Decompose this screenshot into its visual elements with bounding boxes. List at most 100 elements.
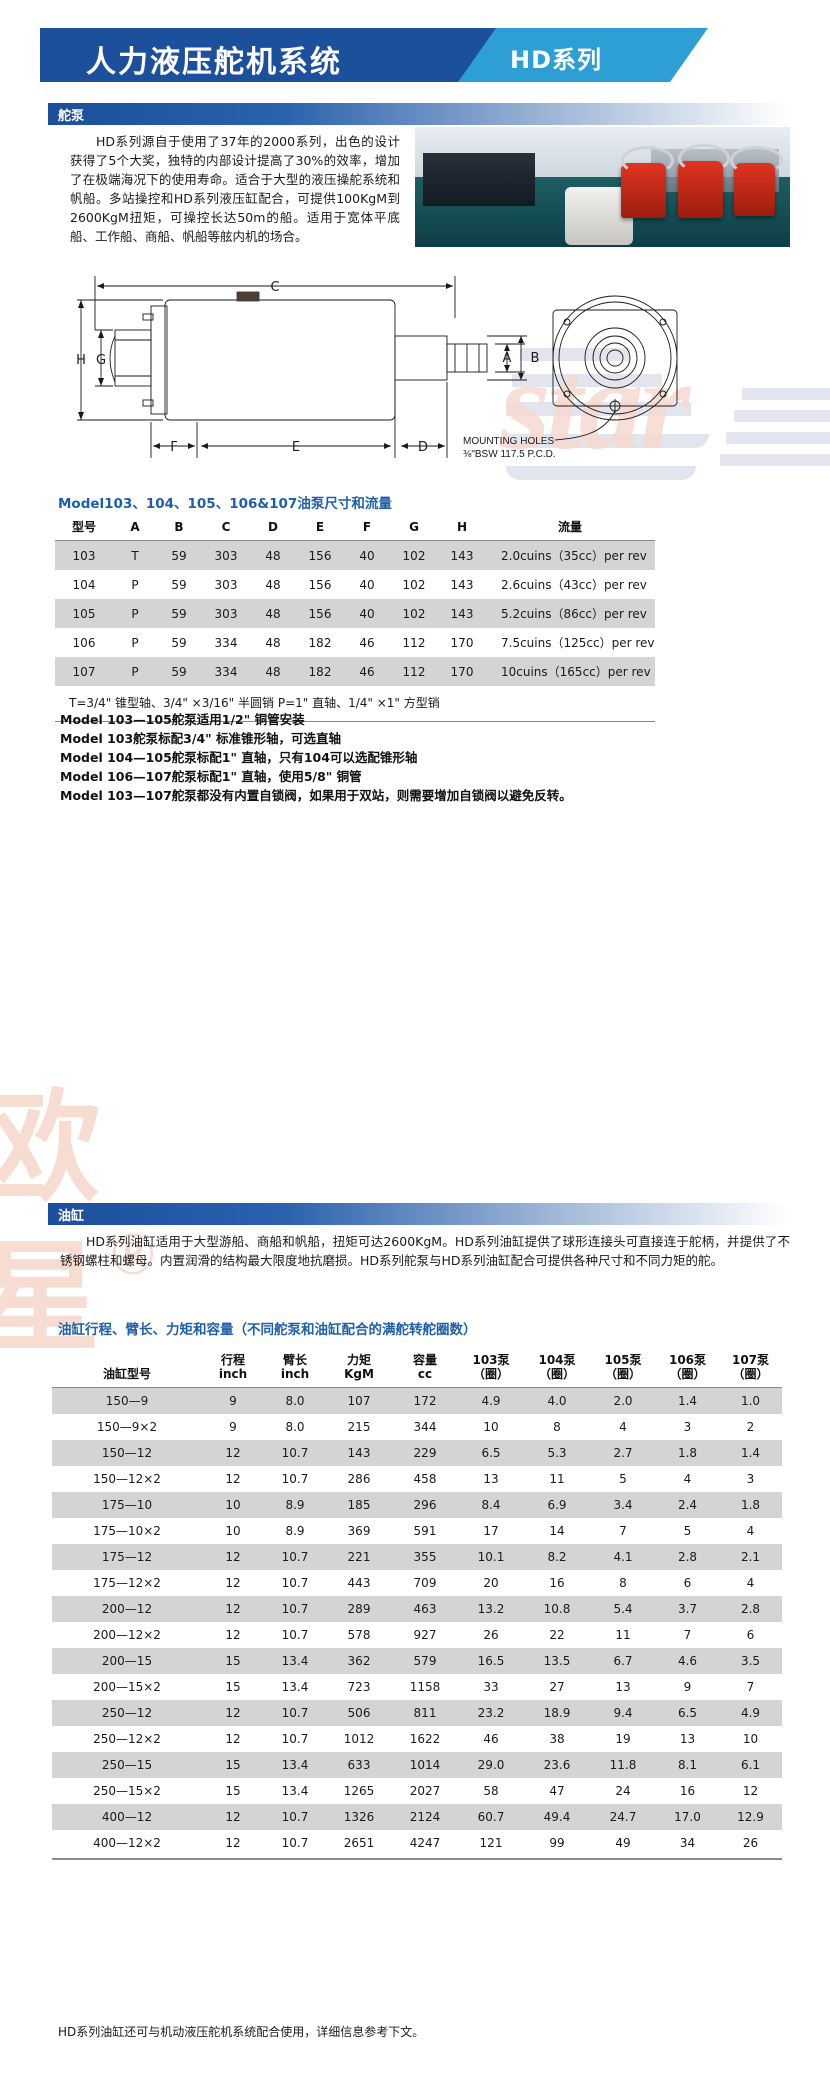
cell: 633 <box>326 1752 392 1778</box>
section-bar-cylinder-label: 油缸 <box>58 1209 85 1224</box>
col-header-0: 型号 <box>55 515 113 541</box>
table-row: 175—12×2 12 10.7 443 709 20 16 8 6 4 <box>52 1570 782 1596</box>
cell: 303 <box>201 599 251 628</box>
cell: 8.9 <box>285 1524 305 1538</box>
col-header-3: C <box>201 515 251 541</box>
cell: 4247 <box>409 1836 441 1850</box>
cell: 59 <box>171 635 187 650</box>
cell: 334 <box>214 635 238 650</box>
table-header-row: 油缸型号 行程 inch 臂长 inch 力矩 KgM 容量 cc 103泵 （圈） 104泵 （圈） 1… <box>52 1348 782 1388</box>
table-row: 107 P 59 334 48 182 46 112 170 10cuins（165cc）per … <box>55 657 655 686</box>
cell: 175—10 <box>52 1492 202 1518</box>
cell: 40 <box>345 599 389 628</box>
cell: 13 <box>483 1472 499 1486</box>
col-header-2: B <box>157 515 201 541</box>
col-header-line2: （圈） <box>604 1367 641 1381</box>
table-legend-row: T=3/4" 锥型轴、3/4" ×3/16" 半圆销 P=1" 直轴、1/4" … <box>55 686 655 722</box>
cell: 33 <box>483 1680 499 1694</box>
cell: 175—12 <box>52 1544 202 1570</box>
cell: 14 <box>549 1524 565 1538</box>
photo-hoop-3 <box>730 146 783 175</box>
cell: 303 <box>201 540 251 570</box>
table-row: 200—12×2 12 10.7 578 927 26 22 11 7 6 <box>52 1622 782 1648</box>
cell: 143 <box>450 577 474 592</box>
cell: 6.5 <box>458 1440 524 1466</box>
cell: 102 <box>402 577 426 592</box>
cell: 143 <box>326 1440 392 1466</box>
cell: 48 <box>251 599 295 628</box>
cell: 400—12×2 <box>93 1836 161 1850</box>
cell: 13.4 <box>264 1648 326 1674</box>
cell: 10 <box>225 1524 241 1538</box>
cell: 15 <box>202 1752 264 1778</box>
table-row: 175—10 10 8.9 185 296 8.4 6.9 3.4 2.4 1.8 <box>52 1492 782 1518</box>
cell: 927 <box>413 1628 437 1642</box>
col-header-7: G <box>389 515 439 541</box>
col-header-1: A <box>113 515 157 541</box>
cell: 200—12×2 <box>93 1628 161 1642</box>
cell: 4.6 <box>656 1648 719 1674</box>
col-header-line2: （圈） <box>732 1367 769 1381</box>
cell: 1158 <box>409 1680 441 1694</box>
cell: 13.5 <box>524 1648 590 1674</box>
cell: 143 <box>439 540 485 570</box>
col-header-1: 行程 inch <box>202 1348 264 1388</box>
cell: 46 <box>483 1732 499 1746</box>
cell: 1.4 <box>656 1387 719 1414</box>
cell: 106 <box>72 635 96 650</box>
cell: 1.8 <box>656 1440 719 1466</box>
cell: 15 <box>202 1648 264 1674</box>
cell: 170 <box>450 635 474 650</box>
col-header-3: 力矩 KgM <box>326 1348 392 1388</box>
cell: 6 <box>746 1628 755 1642</box>
pump-note-3: Model 106—107舵泵标配1" 直轴，使用5/8" 铜管 <box>60 769 362 784</box>
cell: 229 <box>392 1440 458 1466</box>
cell: 355 <box>392 1544 458 1570</box>
cell: 1.4 <box>719 1440 782 1466</box>
table-row: 200—15 15 13.4 362 579 16.5 13.5 6.7 4.6 3.5 <box>52 1648 782 1674</box>
cell: 9 <box>683 1680 692 1694</box>
cell: 1.0 <box>719 1387 782 1414</box>
cell: 10.7 <box>264 1804 326 1830</box>
table-row: 250—15×2 15 13.4 1265 2027 58 47 24 16 12 <box>52 1778 782 1804</box>
cell: 811 <box>392 1700 458 1726</box>
cell: 9 <box>202 1387 264 1414</box>
cell: 4.9 <box>458 1387 524 1414</box>
cell: 5.3 <box>524 1440 590 1466</box>
table-row: 200—15×2 15 13.4 723 1158 33 27 13 9 7 <box>52 1674 782 1700</box>
cell: 10.7 <box>281 1836 309 1850</box>
cell: 4.9 <box>719 1700 782 1726</box>
cell: 6.5 <box>656 1700 719 1726</box>
cell: 4.1 <box>590 1544 656 1570</box>
table-row: 150—9 9 8.0 107 172 4.9 4.0 2.0 1.4 1.0 <box>52 1387 782 1414</box>
cell: 1622 <box>409 1732 441 1746</box>
cell: 362 <box>326 1648 392 1674</box>
cell: 112 <box>389 657 439 686</box>
cell: 12 <box>202 1700 264 1726</box>
cell: 182 <box>308 635 332 650</box>
page-header-banner: 人力液压舵机系统 HD系列 <box>40 28 788 82</box>
pump-note-4: Model 103—107舵泵都没有内置自锁阀，如果用于双站，则需要增加自锁阀以… <box>60 788 572 803</box>
cell: 40 <box>345 540 389 570</box>
cell: 344 <box>413 1420 437 1434</box>
col-header-line2: KgM <box>344 1367 374 1381</box>
cell: 10.7 <box>281 1628 309 1642</box>
cell: 10 <box>202 1492 264 1518</box>
cell: 4.0 <box>524 1387 590 1414</box>
cell: 578 <box>347 1628 371 1642</box>
pump-dimension-table: 型号 A B C D E F G H 流量 103 T 59 303 48 156 40 102 143 2.0cu… <box>55 515 655 722</box>
cell: 19 <box>615 1732 631 1746</box>
cell: 26 <box>742 1836 759 1850</box>
cell: 1.8 <box>719 1492 782 1518</box>
section-bar-pump-label: 舵泵 <box>58 109 85 124</box>
cylinder-description: HD系列油缸适用于大型游船、商船和帆船，扭矩可达2600KgM。HD系列油缸提供… <box>60 1234 790 1268</box>
cell: 4 <box>746 1524 755 1538</box>
cell: 13 <box>679 1732 696 1746</box>
cell: 12 <box>202 1544 264 1570</box>
cell: 6.9 <box>524 1492 590 1518</box>
cell: 15 <box>225 1680 241 1694</box>
cell: 34 <box>679 1836 696 1850</box>
cell: 9.4 <box>590 1700 656 1726</box>
cell: 105 <box>55 599 113 628</box>
col-header-line1: 力矩 <box>346 1353 371 1367</box>
